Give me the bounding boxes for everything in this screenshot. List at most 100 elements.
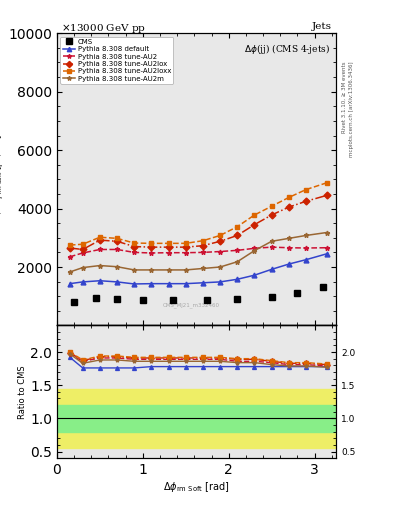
Pythia 8.308 default [81, 279, 85, 285]
Pythia 8.308 tune-AU2m [304, 232, 309, 239]
Pythia 8.308 tune-AU2 [68, 254, 72, 260]
Pythia 8.308 tune-AU2lox [304, 198, 309, 204]
Pythia 8.308 tune-AU2m [200, 265, 205, 271]
Pythia 8.308 tune-AU2 [269, 244, 274, 250]
Pythia 8.308 tune-AU2lox [286, 204, 291, 210]
Line: Pythia 8.308 tune-AU2loxx: Pythia 8.308 tune-AU2loxx [68, 180, 329, 247]
Pythia 8.308 tune-AU2loxx [218, 232, 222, 239]
Pythia 8.308 tune-AU2m [286, 236, 291, 242]
Line: Pythia 8.308 tune-AU2: Pythia 8.308 tune-AU2 [68, 245, 329, 259]
Pythia 8.308 tune-AU2lox [218, 238, 222, 244]
Pythia 8.308 tune-AU2m [252, 248, 257, 254]
Pythia 8.308 tune-AU2 [218, 248, 222, 254]
Pythia 8.308 tune-AU2lox [81, 246, 85, 252]
Pythia 8.308 tune-AU2lox [200, 243, 205, 249]
Bar [57, 389, 336, 449]
Pythia 8.308 tune-AU2 [149, 250, 154, 256]
Pythia 8.308 tune-AU2m [235, 259, 240, 265]
Pythia 8.308 tune-AU2loxx [324, 180, 329, 186]
Pythia 8.308 tune-AU2lox [252, 222, 257, 228]
Pythia 8.308 tune-AU2loxx [149, 240, 154, 246]
Pythia 8.308 default [149, 281, 154, 287]
CMS [205, 296, 209, 303]
Pythia 8.308 tune-AU2loxx [115, 236, 119, 242]
CMS [93, 294, 98, 301]
Pythia 8.308 tune-AU2m [184, 267, 188, 273]
Pythia 8.308 default [166, 281, 171, 287]
Pythia 8.308 tune-AU2 [97, 246, 102, 252]
Pythia 8.308 tune-AU2 [286, 245, 291, 251]
Pythia 8.308 tune-AU2loxx [166, 240, 171, 246]
CMS [235, 295, 240, 302]
Pythia 8.308 default [132, 281, 137, 287]
Pythia 8.308 tune-AU2 [252, 245, 257, 251]
Pythia 8.308 tune-AU2loxx [235, 224, 240, 230]
Pythia 8.308 tune-AU2m [115, 264, 119, 270]
CMS [171, 297, 175, 303]
X-axis label: $\Delta\phi_{\rm rm\ Soft}$ [rad]: $\Delta\phi_{\rm rm\ Soft}$ [rad] [163, 480, 230, 494]
Pythia 8.308 tune-AU2m [218, 264, 222, 270]
Pythia 8.308 default [269, 266, 274, 272]
Pythia 8.308 tune-AU2loxx [81, 241, 85, 247]
Pythia 8.308 default [184, 281, 188, 287]
Pythia 8.308 tune-AU2lox [235, 232, 240, 239]
Pythia 8.308 tune-AU2 [184, 250, 188, 256]
Pythia 8.308 tune-AU2loxx [304, 186, 309, 193]
Text: $\Delta\phi$(jj) (CMS 4-jets): $\Delta\phi$(jj) (CMS 4-jets) [244, 42, 331, 56]
Pythia 8.308 tune-AU2lox [149, 244, 154, 250]
Pythia 8.308 default [218, 279, 222, 285]
Text: Jets: Jets [312, 22, 332, 31]
Pythia 8.308 tune-AU2loxx [269, 203, 274, 209]
Line: Pythia 8.308 tune-AU2m: Pythia 8.308 tune-AU2m [68, 230, 329, 274]
CMS [140, 297, 145, 303]
Line: Pythia 8.308 tune-AU2lox: Pythia 8.308 tune-AU2lox [68, 193, 329, 252]
Pythia 8.308 tune-AU2loxx [68, 242, 72, 248]
Pythia 8.308 default [286, 261, 291, 267]
Pythia 8.308 tune-AU2lox [68, 245, 72, 251]
Text: Rivet 3.1.10, ≥ 3M events: Rivet 3.1.10, ≥ 3M events [342, 61, 346, 133]
Pythia 8.308 tune-AU2lox [115, 238, 119, 244]
Pythia 8.308 tune-AU2m [97, 263, 102, 269]
CMS [72, 299, 77, 305]
Pythia 8.308 tune-AU2 [235, 247, 240, 253]
Pythia 8.308 tune-AU2lox [166, 244, 171, 250]
Pythia 8.308 tune-AU2loxx [97, 234, 102, 240]
Pythia 8.308 tune-AU2lox [132, 244, 137, 250]
Pythia 8.308 tune-AU2 [132, 249, 137, 255]
Line: CMS: CMS [71, 284, 326, 305]
Pythia 8.308 default [304, 257, 309, 263]
Pythia 8.308 tune-AU2 [115, 246, 119, 252]
Text: mcplots.cern.ch [arXiv:1306.3436]: mcplots.cern.ch [arXiv:1306.3436] [349, 61, 354, 157]
Pythia 8.308 tune-AU2m [269, 238, 274, 244]
Legend: CMS, Pythia 8.308 default, Pythia 8.308 tune-AU2, Pythia 8.308 tune-AU2lox, Pyth: CMS, Pythia 8.308 default, Pythia 8.308 … [61, 37, 173, 84]
Pythia 8.308 tune-AU2m [132, 267, 137, 273]
CMS [321, 284, 325, 290]
Pythia 8.308 tune-AU2loxx [252, 212, 257, 218]
Text: $\times$13000 GeV pp: $\times$13000 GeV pp [61, 22, 146, 34]
Y-axis label: Ratio to CMS: Ratio to CMS [18, 365, 28, 419]
Pythia 8.308 tune-AU2 [304, 245, 309, 251]
Pythia 8.308 tune-AU2lox [324, 193, 329, 199]
Pythia 8.308 default [252, 272, 257, 278]
Y-axis label: d$\sigma$/d$\Delta\phi_{\rm rm\ Soft}$ [pb/rad]: d$\sigma$/d$\Delta\phi_{\rm rm\ Soft}$ [… [0, 135, 6, 224]
Pythia 8.308 tune-AU2loxx [132, 240, 137, 246]
Pythia 8.308 default [200, 280, 205, 286]
CMS [295, 290, 300, 296]
CMS [115, 296, 119, 302]
Pythia 8.308 default [97, 278, 102, 284]
Pythia 8.308 tune-AU2lox [269, 212, 274, 218]
Pythia 8.308 tune-AU2m [324, 229, 329, 236]
Pythia 8.308 tune-AU2lox [97, 237, 102, 243]
Pythia 8.308 tune-AU2 [81, 250, 85, 256]
Pythia 8.308 tune-AU2loxx [184, 240, 188, 246]
Pythia 8.308 tune-AU2m [81, 265, 85, 271]
CMS [269, 294, 274, 300]
Pythia 8.308 tune-AU2m [149, 267, 154, 273]
Pythia 8.308 tune-AU2 [166, 250, 171, 256]
Pythia 8.308 tune-AU2m [68, 269, 72, 275]
Pythia 8.308 tune-AU2lox [184, 244, 188, 250]
Pythia 8.308 default [115, 279, 119, 285]
Pythia 8.308 default [235, 276, 240, 282]
Pythia 8.308 default [68, 281, 72, 287]
Pythia 8.308 default [324, 251, 329, 257]
